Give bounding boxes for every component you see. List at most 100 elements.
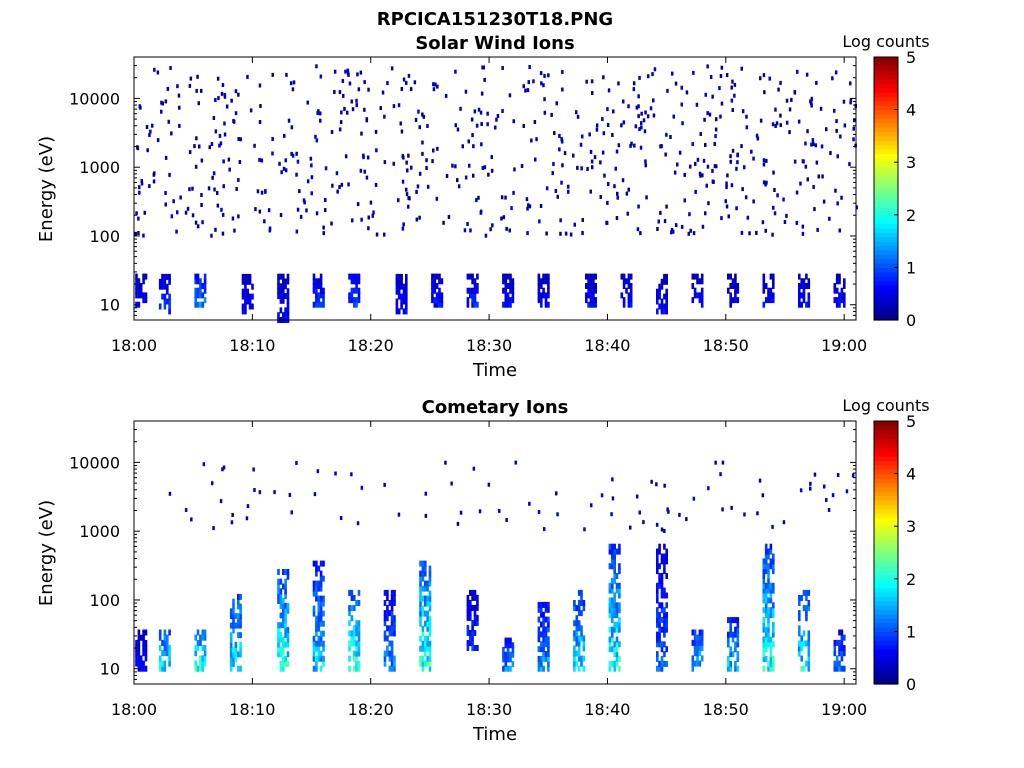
burst-pixel [402,308,406,315]
count-pixel [407,204,410,209]
count-pixel [238,160,242,164]
x-tick-label: 18:40 [584,336,630,355]
count-pixel [230,98,233,103]
burst-pixel [421,660,425,667]
burst-pixel [611,543,614,550]
burst-pixel [282,569,285,575]
count-pixel [756,511,759,516]
count-pixel [764,228,767,233]
burst-pixel [357,645,361,652]
count-pixel [680,224,684,229]
count-pixel [432,87,436,92]
burst-pixel [613,543,616,550]
count-pixel [477,107,481,112]
burst-pixel [232,598,235,605]
colorbar-segment [874,447,898,453]
burst-pixel [284,278,287,285]
figure-title: RPCICA151230T18.PNG [377,9,613,30]
burst-pixel [509,278,512,285]
count-pixel [556,194,559,199]
burst-pixel [428,595,432,602]
burst-pixel [315,645,318,652]
count-pixel [435,196,439,201]
colorbar-tick-label: 1 [906,622,916,641]
burst-pixel [577,645,581,652]
burst-pixel [769,651,773,658]
count-pixel [464,175,468,180]
burst-pixel [611,577,614,584]
count-pixel [823,484,826,489]
count-pixel [615,149,619,154]
count-pixel [755,133,759,138]
count-pixel [585,79,588,84]
burst-pixel [656,308,659,315]
count-pixel [424,513,428,518]
count-pixel [356,521,360,526]
count-pixel [491,223,494,228]
burst-pixel [762,587,766,594]
burst-pixel [573,630,576,637]
burst-pixel [424,635,427,642]
count-pixel [702,158,706,163]
burst-pixel [142,639,145,646]
count-pixel [543,527,546,532]
burst-pixel [840,650,844,657]
y-tick-label: 1000 [79,158,120,177]
burst-pixel [279,598,283,604]
count-pixel [450,481,453,486]
count-pixel [813,472,817,477]
burst-pixel [663,273,666,280]
count-pixel [424,491,427,496]
burst-pixel [315,625,318,632]
count-pixel [342,93,345,98]
burst-pixel [350,605,354,612]
count-pixel [164,191,167,195]
count-pixel [715,164,718,169]
count-pixel [340,182,344,187]
colorbar-segment [874,210,898,216]
count-pixel [743,165,746,170]
burst-pixel [239,617,242,624]
burst-pixel [232,608,235,615]
burst-pixel [656,553,659,560]
burst-pixel [419,645,422,652]
burst-pixel [476,283,479,289]
count-pixel [179,195,182,200]
colorbar-segment [874,653,898,659]
burst-pixel [764,587,768,594]
burst-pixel [660,665,664,672]
burst-pixel [772,278,775,285]
burst-pixel [608,548,612,555]
count-pixel [725,73,729,77]
burst-pixel [277,588,280,595]
count-pixel [467,139,470,144]
burst-pixel [277,293,280,299]
burst-pixel [393,600,396,606]
count-pixel [348,81,352,86]
burst-pixel [137,660,141,667]
burst-pixel [196,665,200,672]
burst-pixel [395,283,399,290]
burst-pixel [424,600,427,607]
count-pixel [815,80,818,85]
count-pixel [638,127,641,132]
burst-pixel [542,287,545,294]
burst-pixel [504,301,508,308]
count-pixel [461,144,464,149]
burst-pixel [691,665,695,672]
burst-pixel [511,287,515,294]
x-tick-label: 18:20 [348,336,394,355]
burst-pixel [772,631,775,638]
burst-pixel [800,640,803,647]
count-pixel [685,90,689,95]
count-pixel [733,82,737,87]
y-tick-label: 10000 [69,89,120,108]
count-pixel [207,186,211,191]
burst-pixel [282,602,285,609]
burst-pixel [239,665,242,672]
burst-pixel [547,621,550,628]
burst-pixel [476,594,479,601]
burst-pixel [582,665,586,672]
burst-pixel [419,585,422,592]
burst-pixel [656,563,659,570]
